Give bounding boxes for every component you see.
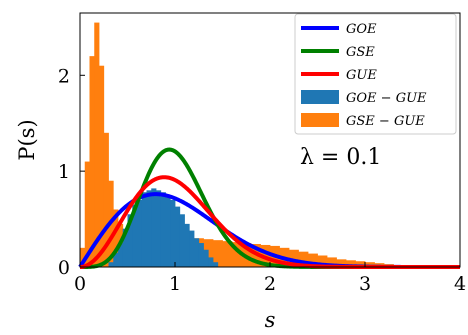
histogram-bar <box>151 188 157 267</box>
histogram-bar <box>89 56 95 267</box>
histogram-bar <box>103 132 109 267</box>
y-tick-label: 0 <box>58 257 70 279</box>
histogram-goe-gue <box>108 188 219 267</box>
histogram-bar <box>336 259 347 267</box>
histogram-bar <box>194 238 200 267</box>
legend-label: GSE <box>346 45 375 60</box>
legend-item: GOE − GUE <box>301 90 427 106</box>
histogram-bar <box>208 257 214 267</box>
histogram-bar <box>327 257 337 267</box>
histogram-bar <box>184 223 190 267</box>
y-axis-label: P(s) <box>15 119 39 160</box>
legend-items: GOE GSE GUE GOE − GUE GSE − GUE <box>301 22 427 129</box>
legend-label: GOE − GUE <box>346 91 427 106</box>
histogram-bar <box>189 230 195 267</box>
histogram-bar <box>203 249 209 267</box>
histogram-bar <box>80 247 86 267</box>
x-tick-label: 4 <box>454 273 466 295</box>
histogram-bar <box>156 190 162 267</box>
histogram-bar <box>160 192 166 267</box>
legend-swatch <box>301 113 339 127</box>
histogram-bar <box>99 65 105 267</box>
histogram-bar <box>141 192 147 267</box>
legend-item: GSE <box>301 45 375 60</box>
histogram-bar <box>289 249 299 267</box>
histogram-bar <box>213 240 223 267</box>
legend-item: GUE <box>301 68 377 83</box>
histogram-bar <box>170 199 176 267</box>
histogram-bar <box>165 195 171 267</box>
histogram-bar <box>232 242 242 267</box>
legend-item: GSE − GUE <box>301 113 425 129</box>
x-tick-label: 2 <box>264 273 276 295</box>
legend-swatch <box>301 90 339 104</box>
histogram-bar <box>118 243 124 267</box>
histogram-bar <box>137 199 143 267</box>
x-tick-label: 1 <box>169 273 181 295</box>
histogram-bar <box>298 251 309 267</box>
histogram-bar <box>317 255 328 267</box>
legend: GOE GSE GUE GOE − GUE GSE − GUE <box>294 13 457 135</box>
histogram-bar <box>308 253 318 267</box>
histogram-bar <box>146 190 152 267</box>
histogram-bar <box>222 241 233 267</box>
histogram-bar <box>355 261 366 267</box>
legend-item: GOE <box>301 22 377 37</box>
legend-label: GOE <box>346 22 377 37</box>
histogram-bar <box>94 22 100 268</box>
histogram-bar <box>113 252 119 267</box>
x-tick-label: 0 <box>74 273 86 295</box>
histogram-bar <box>346 260 356 267</box>
histogram-bar <box>175 206 181 267</box>
legend-label: GSE − GUE <box>346 114 425 129</box>
x-tick-label: 3 <box>359 273 371 295</box>
histogram-bar <box>179 214 185 267</box>
histogram-bar <box>108 262 114 267</box>
histogram-bar <box>122 228 128 267</box>
histogram-bar <box>213 262 219 267</box>
histogram-bar <box>365 262 375 267</box>
y-tick-label: 2 <box>58 65 70 87</box>
histogram-bar <box>127 214 133 267</box>
lambda-annotation: λ = 0.1 <box>300 145 381 170</box>
histogram-bar <box>113 209 119 267</box>
histogram-bar <box>84 161 90 267</box>
legend-label: GUE <box>346 68 377 83</box>
histogram-bar <box>132 204 138 267</box>
x-axis-label: s <box>265 308 276 332</box>
y-tick-label: 1 <box>58 161 70 183</box>
tick-layer: 0 1 2 3 4 0 1 2 <box>58 65 466 295</box>
histogram-bar <box>198 243 204 267</box>
